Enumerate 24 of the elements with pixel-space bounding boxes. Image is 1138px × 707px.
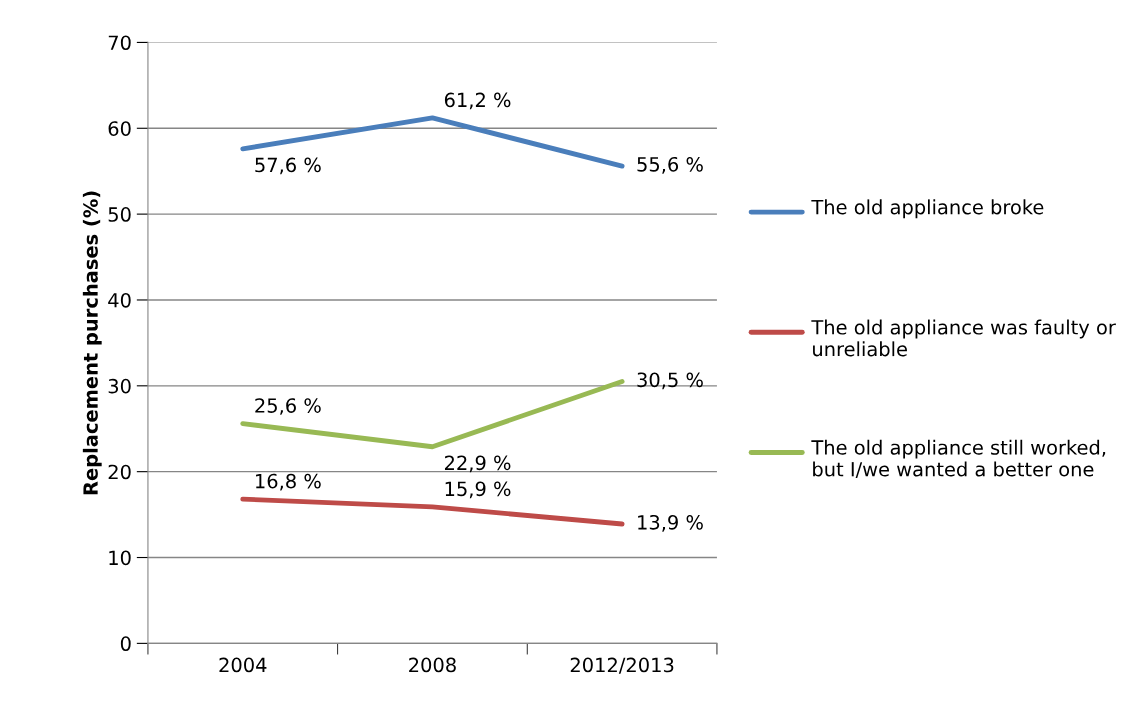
data-label: 22,9 % bbox=[444, 455, 511, 473]
data-label: 13,9 % bbox=[638, 514, 703, 532]
y-tick-label: 70 bbox=[108, 35, 131, 51]
legend-label: The old appliance broke bbox=[811, 199, 1044, 219]
y-tick-label: 20 bbox=[108, 464, 131, 480]
y-tick-label: 0 bbox=[120, 636, 131, 652]
legend-label: The old appliance still worked, but I/we wanted a better one bbox=[811, 439, 1106, 479]
x-tick-label: 2008 bbox=[409, 657, 456, 673]
data-label: 57,6 % bbox=[255, 157, 321, 175]
y-tick-label: 40 bbox=[108, 292, 131, 308]
data-label: 25,6 % bbox=[255, 398, 321, 415]
y-tick-label: 50 bbox=[108, 207, 131, 222]
legend-label: The old appliance was faulty or unreliable bbox=[811, 319, 1116, 357]
y-axis-title: Replacement purchases (%) bbox=[82, 191, 102, 495]
data-label: 55,6 % bbox=[637, 156, 703, 174]
x-tick-label: 2004 bbox=[219, 657, 267, 673]
y-tick-label: 60 bbox=[108, 121, 131, 136]
y-tick-label: 10 bbox=[109, 550, 131, 566]
data-label: 30,5 % bbox=[637, 372, 703, 390]
data-label: 61,2 % bbox=[444, 92, 511, 110]
data-label: 16,8 % bbox=[256, 473, 321, 491]
y-tick-label: 30 bbox=[108, 378, 131, 394]
data-label: 15,9 % bbox=[445, 481, 511, 499]
x-tick-label: 2012/2013 bbox=[570, 657, 674, 674]
